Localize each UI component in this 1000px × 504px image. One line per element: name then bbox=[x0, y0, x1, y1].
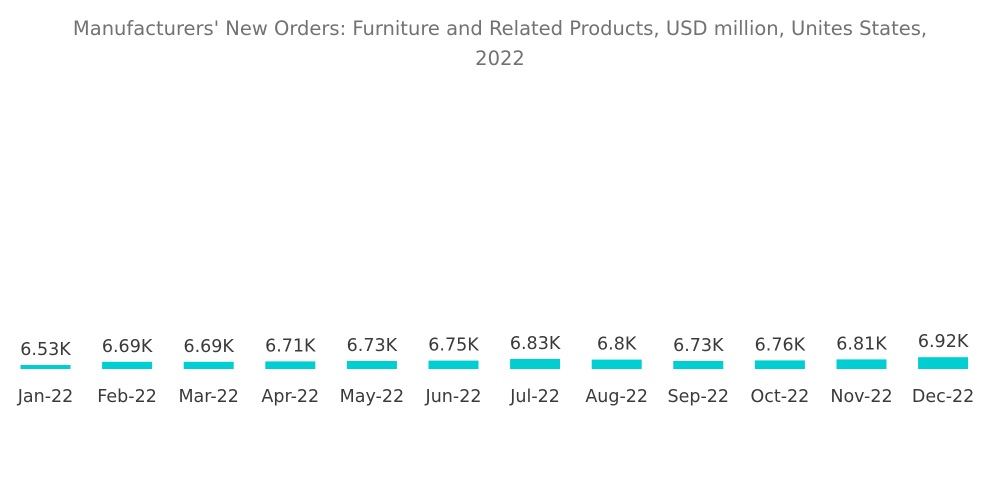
bar-nov-22 bbox=[836, 359, 887, 369]
x-tick-label-jul-22: Jul-22 bbox=[509, 387, 560, 407]
x-tick-label-feb-22: Feb-22 bbox=[97, 387, 157, 407]
x-tick-label-may-22: May-22 bbox=[340, 387, 404, 407]
bar-aug-22 bbox=[591, 359, 642, 369]
x-tick-label-sep-22: Sep-22 bbox=[668, 387, 730, 407]
data-label-apr-22: 6.71K bbox=[265, 336, 316, 356]
x-tick-label-dec-22: Dec-22 bbox=[912, 387, 974, 407]
x-tick-label-aug-22: Aug-22 bbox=[585, 387, 648, 407]
chart-title: Manufacturers' New Orders: Furniture and… bbox=[0, 14, 1000, 74]
data-label-sep-22: 6.73K bbox=[673, 336, 724, 356]
data-label-jul-22: 6.83K bbox=[510, 334, 561, 354]
x-tick-label-jun-22: Jun-22 bbox=[425, 387, 482, 407]
bars-group bbox=[20, 357, 969, 369]
x-tick-label-mar-22: Mar-22 bbox=[178, 387, 238, 407]
bar-jun-22 bbox=[428, 360, 479, 369]
bar-may-22 bbox=[346, 361, 397, 369]
data-label-may-22: 6.73K bbox=[347, 336, 398, 356]
x-tick-label-jan-22: Jan-22 bbox=[17, 387, 74, 407]
chart-title-line-1: Manufacturers' New Orders: Furniture and… bbox=[72, 17, 928, 40]
bar-mar-22 bbox=[183, 361, 234, 369]
chart-title-line-2: 2022 bbox=[475, 47, 525, 70]
data-labels-group: 6.53K 6.69K 6.69K 6.71K 6.73K 6.75K 6.83K 6.8K 6… bbox=[20, 332, 969, 360]
data-label-aug-22: 6.8K bbox=[597, 335, 637, 355]
x-tick-label-oct-22: Oct-22 bbox=[750, 387, 809, 407]
x-tick-label-nov-22: Nov-22 bbox=[830, 387, 892, 407]
data-label-mar-22: 6.69K bbox=[183, 337, 234, 357]
data-label-oct-22: 6.76K bbox=[755, 335, 806, 355]
bar-apr-22 bbox=[265, 361, 316, 369]
bar-jul-22 bbox=[510, 359, 561, 369]
data-label-jun-22: 6.75K bbox=[428, 336, 479, 356]
data-label-feb-22: 6.69K bbox=[102, 337, 153, 357]
x-tick-label-apr-22: Apr-22 bbox=[261, 387, 319, 407]
data-label-nov-22: 6.81K bbox=[836, 334, 887, 354]
bar-dec-22 bbox=[918, 357, 969, 369]
data-label-dec-22: 6.92K bbox=[918, 332, 969, 352]
bar-jan-22 bbox=[20, 365, 71, 369]
bar-oct-22 bbox=[754, 360, 805, 369]
x-axis-tick-labels: Jan-22 Feb-22 Mar-22 Apr-22 May-22 Jun-22 Jul-… bbox=[17, 387, 975, 407]
bar-feb-22 bbox=[102, 361, 153, 369]
bar-sep-22 bbox=[673, 361, 724, 369]
data-label-jan-22: 6.53K bbox=[20, 340, 71, 360]
